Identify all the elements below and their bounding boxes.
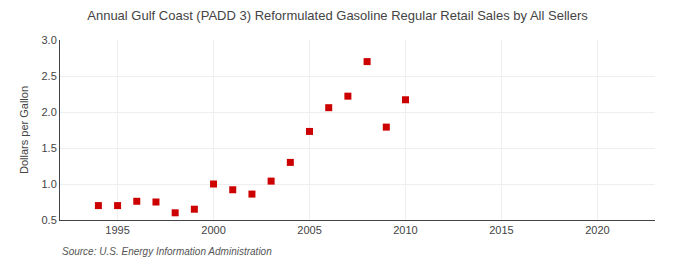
svg-text:2010: 2010 xyxy=(393,224,417,236)
svg-text:2020: 2020 xyxy=(585,224,609,236)
svg-text:1.5: 1.5 xyxy=(42,142,57,154)
svg-text:0.5: 0.5 xyxy=(42,214,57,226)
svg-text:2005: 2005 xyxy=(297,224,321,236)
svg-text:Dollars per Gallon: Dollars per Gallon xyxy=(18,86,30,174)
svg-text:Annual Gulf Coast (PADD 3) Ref: Annual Gulf Coast (PADD 3) Reformulated … xyxy=(87,8,588,23)
svg-text:1.0: 1.0 xyxy=(42,178,57,190)
svg-text:2.5: 2.5 xyxy=(42,70,57,82)
svg-text:2.0: 2.0 xyxy=(42,106,57,118)
svg-text:Source: U.S. Energy Informatio: Source: U.S. Energy Information Administ… xyxy=(62,246,272,257)
svg-text:2000: 2000 xyxy=(201,224,225,236)
svg-text:1995: 1995 xyxy=(105,224,129,236)
svg-text:2015: 2015 xyxy=(489,224,513,236)
svg-text:3.0: 3.0 xyxy=(42,34,57,46)
